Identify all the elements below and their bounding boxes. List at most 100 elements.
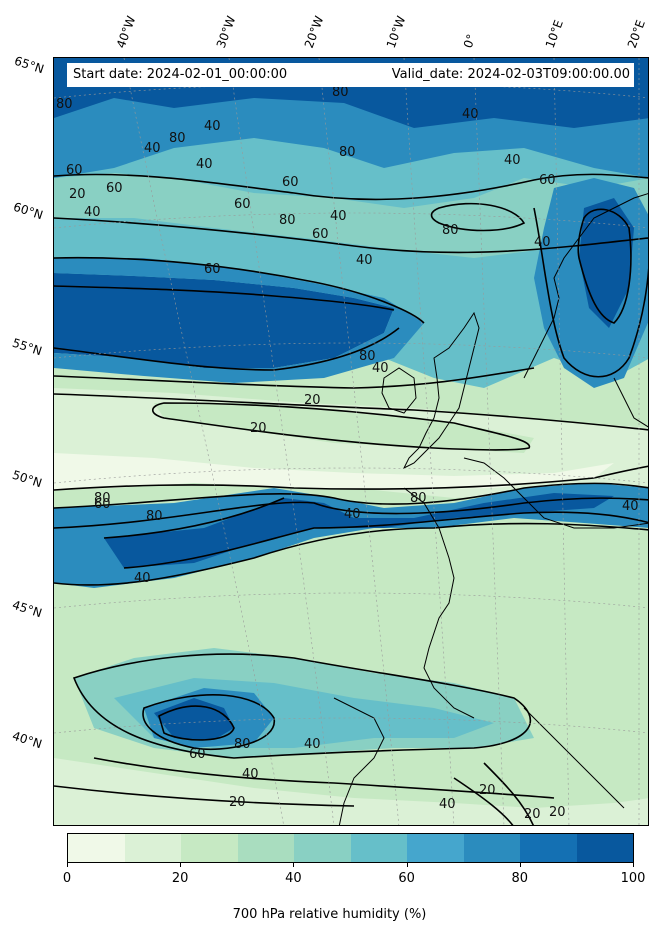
colorbar-tick-label: 0 — [62, 871, 72, 886]
colorbar-swatch — [520, 834, 577, 862]
contour-label: 60 — [189, 747, 206, 762]
coastline-ireland — [381, 367, 417, 414]
contour-label: 80 — [56, 97, 73, 112]
humidity-map: 80 80 40 40 40 80 80 60 60 20 40 40 60 4… — [54, 58, 648, 825]
colorbar-tick — [180, 863, 182, 867]
contour-line — [54, 327, 400, 371]
humidity-region-55n-edge — [54, 258, 424, 383]
contour-label: 20 — [69, 187, 86, 202]
contour-line — [54, 482, 648, 509]
colorbar-tick — [519, 863, 521, 867]
contour-label: 40 — [534, 235, 551, 250]
contour-label: 80 — [332, 85, 349, 100]
contour-labels: 80 80 40 40 40 80 80 60 60 20 40 40 60 4… — [56, 85, 639, 822]
longitude-label: 20°E — [624, 18, 648, 50]
contour-label: 60 — [204, 262, 221, 277]
map-panel: 80 80 40 40 40 80 80 60 60 20 40 40 60 4… — [53, 57, 649, 826]
colorbar-swatch — [68, 834, 125, 862]
contour-label: 40 — [84, 205, 101, 220]
humidity-region-dry-core — [54, 453, 614, 490]
coastline-iberia — [333, 697, 385, 825]
colorbar-swatch — [124, 834, 181, 862]
gridline — [123, 58, 284, 825]
colorbar-tick-label: 60 — [398, 871, 415, 886]
contour-label: 40 — [134, 571, 151, 586]
colorbar-tick-label: 40 — [285, 871, 302, 886]
contour-line — [103, 497, 285, 539]
contour-label: 40 — [344, 507, 361, 522]
contour-line — [54, 497, 648, 529]
contour-label: 40 — [356, 253, 373, 268]
colorbar-label: 700 hPa relative humidity (%) — [232, 907, 427, 922]
contour-label: 60 — [234, 197, 251, 212]
start-date-label: Start date: 2024-02-01_00:00:00 — [73, 67, 288, 82]
longitude-label: 30°W — [213, 14, 239, 50]
contour-line — [158, 705, 235, 741]
latitude-label: 55°N — [10, 335, 44, 359]
longitude-label: 20°W — [301, 14, 327, 50]
contour-line — [72, 653, 532, 759]
contour-label: 20 — [304, 393, 321, 408]
contour-label: 80 — [339, 145, 356, 160]
coastline-baltic — [613, 377, 648, 428]
latitude-label: 60°N — [11, 199, 45, 223]
contour-line — [54, 393, 648, 431]
latitude-label: 65°N — [12, 53, 46, 77]
colorbar-tick-label: 20 — [171, 871, 189, 886]
contour-label: 40 — [439, 797, 456, 812]
contour-line — [123, 511, 648, 569]
contour-label: 20 — [524, 807, 541, 822]
contour-line — [54, 256, 425, 324]
colorbar-tick — [67, 863, 68, 867]
coastline-scandinavia — [523, 193, 648, 379]
humidity-region-55n-band — [54, 273, 394, 368]
contour-line — [54, 785, 355, 807]
latitude-label: 40°N — [10, 728, 44, 752]
latitude-label: 50°N — [10, 467, 44, 491]
contour-label: 20 — [229, 795, 246, 810]
coastline-italy — [523, 707, 625, 809]
coastline-france — [403, 487, 475, 719]
colorbar-swatch — [576, 834, 633, 862]
longitude-label: 0° — [460, 32, 479, 50]
longitude-label: 10°E — [542, 18, 566, 50]
contour-label: 60 — [106, 181, 123, 196]
contour-label: 20 — [479, 783, 496, 798]
colorbar-swatch — [463, 834, 520, 862]
humidity-region-north-mid — [54, 173, 648, 258]
humidity-region-dry-band — [154, 403, 534, 453]
gridline — [473, 58, 505, 825]
humidity-region-norway-max — [579, 198, 634, 328]
contour-label: 40 — [330, 209, 347, 224]
coastline-britain — [402, 311, 480, 470]
contour-label: 80 — [234, 737, 251, 752]
contour-label: 40 — [196, 157, 213, 172]
contour-label: 40 — [204, 119, 221, 134]
colorbar-tick-label: 80 — [511, 871, 529, 886]
contour-label: 60 — [312, 227, 329, 242]
latitude-label: 45°N — [10, 597, 44, 621]
colorbar-swatch — [294, 834, 351, 862]
contour-label: 60 — [94, 497, 111, 512]
humidity-contours — [54, 173, 648, 825]
contour-label: 80 — [359, 349, 376, 364]
contour-line — [142, 694, 275, 751]
contour-label: 40 — [144, 141, 161, 156]
colorbar-swatch — [407, 834, 464, 862]
valid-date-label: Valid_date: 2024-02-03T09:00:00.00 — [391, 67, 630, 82]
contour-label: 60 — [539, 173, 556, 188]
colorbar-swatch — [350, 834, 407, 862]
colorbar-tick — [633, 863, 634, 867]
contour-line — [54, 522, 648, 586]
contour-line — [453, 777, 514, 825]
contour-line — [93, 757, 555, 799]
contour-label: 60 — [282, 175, 299, 190]
contour-label: 80 — [410, 491, 427, 506]
contour-label: 80 — [442, 223, 459, 238]
contour-label: 20 — [250, 421, 267, 436]
contour-line — [483, 762, 534, 825]
colorbar-swatch — [237, 834, 294, 862]
gridline — [228, 58, 335, 825]
gridline — [553, 58, 570, 825]
colorbar-tick — [406, 863, 408, 867]
